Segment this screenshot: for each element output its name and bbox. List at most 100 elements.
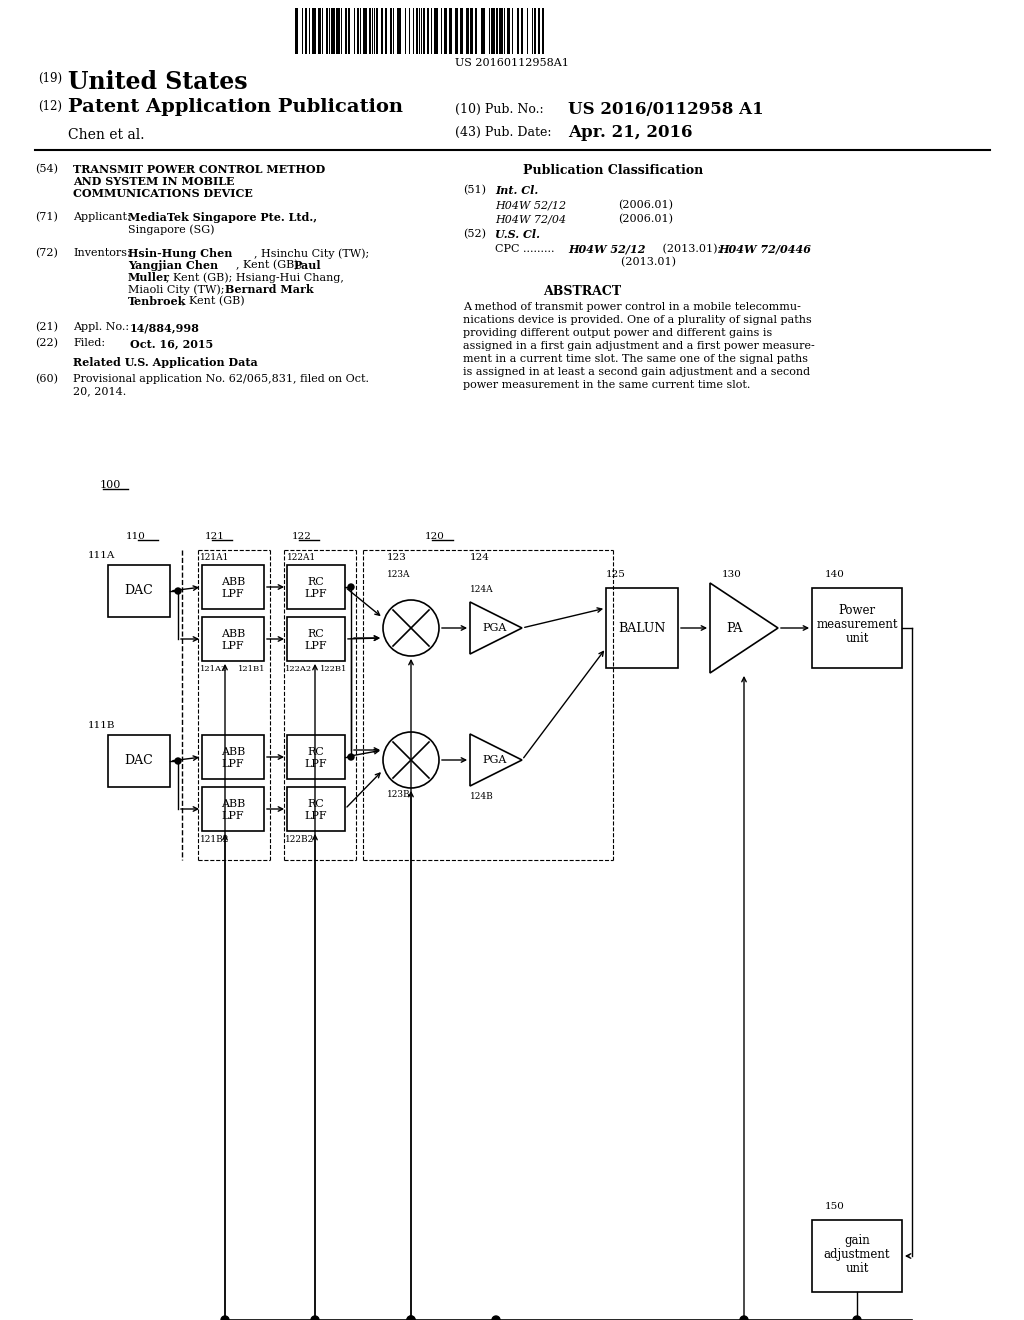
Text: 14/884,998: 14/884,998: [130, 322, 200, 333]
Circle shape: [221, 1316, 229, 1320]
Bar: [812, 587, 902, 668]
Text: (60): (60): [35, 374, 58, 384]
Text: (2006.01): (2006.01): [618, 201, 673, 210]
Text: 122B2: 122B2: [285, 836, 314, 843]
Bar: [499, 8, 503, 54]
Text: H04W 72/0446: H04W 72/0446: [718, 244, 811, 255]
Text: Hsin-Hung Chen: Hsin-Hung Chen: [128, 248, 232, 259]
Text: 125: 125: [606, 570, 626, 579]
Text: ABB: ABB: [221, 747, 245, 756]
Text: 140: 140: [825, 570, 845, 579]
Text: LPF: LPF: [221, 589, 245, 599]
Text: adjustment: adjustment: [823, 1247, 890, 1261]
Circle shape: [740, 1316, 748, 1320]
Text: 121B1: 121B1: [238, 665, 265, 673]
Text: DAC: DAC: [125, 755, 154, 767]
Bar: [108, 735, 170, 787]
Bar: [305, 8, 307, 54]
Text: TRANSMIT POWER CONTROL METHOD: TRANSMIT POWER CONTROL METHOD: [73, 164, 326, 176]
Text: (54): (54): [35, 164, 58, 174]
Text: Patent Application Publication: Patent Application Publication: [68, 98, 403, 116]
Text: 124: 124: [470, 553, 489, 562]
Text: RC: RC: [307, 747, 325, 756]
Text: nications device is provided. One of a plurality of signal paths: nications device is provided. One of a p…: [463, 315, 812, 325]
Text: power measurement in the same current time slot.: power measurement in the same current ti…: [463, 380, 751, 389]
Text: 20, 2014.: 20, 2014.: [73, 385, 126, 396]
Circle shape: [492, 1316, 500, 1320]
Text: US 2016/0112958 A1: US 2016/0112958 A1: [568, 102, 764, 117]
Text: Appl. No.:: Appl. No.:: [73, 322, 129, 333]
Text: U.S. Cl.: U.S. Cl.: [495, 228, 540, 240]
Bar: [362, 8, 367, 54]
Bar: [287, 735, 345, 779]
Text: , Kent (GB); Hsiang-Hui Chang,: , Kent (GB); Hsiang-Hui Chang,: [166, 272, 344, 282]
Text: (51): (51): [463, 185, 486, 195]
Text: Power: Power: [839, 605, 876, 616]
Bar: [336, 8, 340, 54]
Text: Applicant:: Applicant:: [73, 213, 131, 222]
Text: RC: RC: [307, 630, 325, 639]
Bar: [470, 8, 473, 54]
Bar: [357, 8, 359, 54]
Bar: [397, 8, 401, 54]
Text: Tenbroek: Tenbroek: [128, 296, 186, 308]
Bar: [202, 565, 264, 609]
Text: 122: 122: [292, 532, 312, 541]
Text: RC: RC: [307, 577, 325, 587]
Bar: [434, 8, 438, 54]
Bar: [202, 787, 264, 832]
Text: , Kent (GB): , Kent (GB): [182, 296, 245, 306]
Text: Oct. 16, 2015: Oct. 16, 2015: [130, 338, 213, 348]
Text: , Kent (GB);: , Kent (GB);: [236, 260, 306, 271]
Text: 100: 100: [100, 480, 122, 490]
Circle shape: [348, 754, 354, 760]
Text: 124B: 124B: [470, 792, 494, 801]
Text: 123B: 123B: [387, 789, 411, 799]
Text: 122A2: 122A2: [285, 665, 312, 673]
Bar: [318, 8, 321, 54]
Text: Bernard Mark: Bernard Mark: [225, 284, 313, 294]
Bar: [812, 1220, 902, 1292]
Text: Muller: Muller: [128, 272, 170, 282]
Bar: [521, 8, 523, 54]
Text: (2006.01): (2006.01): [618, 214, 673, 224]
Text: 121: 121: [205, 532, 225, 541]
Text: PGA: PGA: [482, 623, 507, 634]
Text: AND SYSTEM IN MOBILE: AND SYSTEM IN MOBILE: [73, 176, 234, 187]
Bar: [390, 8, 392, 54]
Circle shape: [175, 758, 181, 764]
Text: LPF: LPF: [305, 759, 328, 770]
Bar: [455, 8, 458, 54]
Text: LPF: LPF: [221, 810, 245, 821]
Bar: [287, 616, 345, 661]
Bar: [496, 8, 498, 54]
Text: RC: RC: [307, 799, 325, 809]
Bar: [385, 8, 387, 54]
Bar: [369, 8, 371, 54]
Circle shape: [311, 1316, 319, 1320]
Text: LPF: LPF: [221, 759, 245, 770]
Text: (43) Pub. Date:: (43) Pub. Date:: [455, 125, 552, 139]
Text: LPF: LPF: [305, 810, 328, 821]
Text: 150: 150: [825, 1203, 845, 1210]
Text: DAC: DAC: [125, 585, 154, 598]
Text: 120: 120: [425, 532, 444, 541]
Text: PGA: PGA: [482, 755, 507, 766]
Text: 121A2: 121A2: [200, 665, 227, 673]
Bar: [348, 8, 350, 54]
Bar: [295, 8, 298, 54]
Text: H04W 72/04: H04W 72/04: [495, 214, 566, 224]
Text: Apr. 21, 2016: Apr. 21, 2016: [568, 124, 692, 141]
Circle shape: [407, 1316, 415, 1320]
Text: gain: gain: [844, 1234, 869, 1247]
Bar: [606, 587, 678, 668]
Text: 110: 110: [126, 532, 145, 541]
Bar: [108, 565, 170, 616]
Bar: [517, 8, 519, 54]
Text: (19): (19): [38, 73, 62, 84]
Text: Publication Classification: Publication Classification: [523, 164, 703, 177]
Text: ABB: ABB: [221, 630, 245, 639]
Text: (2013.01);: (2013.01);: [659, 244, 725, 255]
Text: 122B1: 122B1: [319, 665, 347, 673]
Text: Yangjian Chen: Yangjian Chen: [128, 260, 218, 271]
